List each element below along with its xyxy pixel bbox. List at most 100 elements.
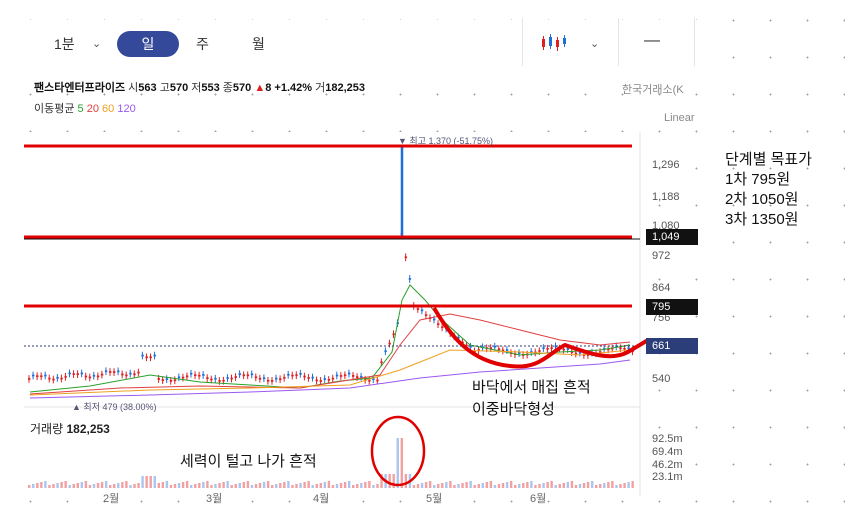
- ma-5: 5: [77, 103, 84, 115]
- candle-body: [408, 278, 412, 280]
- candlestick-icon[interactable]: [541, 33, 569, 53]
- volume-bar: [550, 481, 553, 488]
- candle-body: [574, 352, 578, 355]
- candle-body: [153, 354, 156, 357]
- toolbar-divider: [522, 18, 523, 66]
- volume-bar: [352, 485, 355, 488]
- volume-bar: [404, 474, 408, 488]
- volume-bar: [137, 483, 140, 488]
- candle-body: [497, 348, 501, 351]
- close-label: 종: [222, 82, 233, 94]
- volume-bar: [489, 481, 493, 488]
- candle-body: [222, 379, 225, 382]
- tab-day[interactable]: 일: [117, 31, 179, 57]
- volume-bar: [546, 482, 549, 488]
- double-bottom-curve: [432, 306, 650, 369]
- candle-body: [477, 349, 480, 352]
- volume-bar: [275, 484, 278, 488]
- ma-120-line: [29, 359, 631, 399]
- volume-bar: [161, 482, 165, 488]
- volume-bar: [319, 483, 322, 488]
- candle-body: [404, 256, 408, 259]
- volume-bar: [400, 438, 403, 488]
- candle-body: [489, 347, 493, 349]
- volume-bar: [595, 485, 598, 488]
- volume-bar: [242, 482, 246, 488]
- volume-bar: [327, 481, 331, 488]
- chart-area[interactable]: [24, 132, 640, 496]
- candle-body: [566, 348, 570, 350]
- volume-bar: [60, 482, 63, 488]
- volume-bar: [481, 483, 484, 488]
- volume-bar: [198, 483, 201, 488]
- candle-body: [64, 375, 67, 378]
- candle-body: [627, 347, 630, 350]
- x-tick: 5월: [426, 493, 443, 505]
- candle-body: [40, 375, 43, 378]
- ma-60-line: [29, 349, 631, 396]
- chevron-down-icon[interactable]: ⌄: [92, 38, 102, 50]
- ma-20: 20: [86, 103, 99, 115]
- candle-body: [226, 377, 229, 379]
- volume-value: 182,253: [325, 82, 365, 94]
- candle-body: [376, 379, 379, 382]
- interval-selector[interactable]: 1분: [54, 36, 75, 52]
- bottom-note-1: 바닥에서 매집 흔적: [472, 379, 591, 396]
- candle-body: [437, 323, 440, 326]
- volume-bar: [104, 481, 108, 488]
- moving-average-legend: 이동평균 5 20 60 120: [34, 100, 136, 116]
- volume-bar: [574, 485, 578, 488]
- volume-tick: 69.4m: [652, 446, 683, 458]
- volume-bar: [291, 485, 294, 488]
- close-value: 570: [232, 82, 252, 94]
- candle-body: [88, 376, 92, 379]
- ma-5-line: [29, 284, 631, 393]
- tab-week[interactable]: 주: [196, 36, 209, 52]
- open-value: 563: [138, 82, 157, 94]
- volume-bar: [129, 485, 132, 488]
- stock-name: 팬스타엔터프라이즈: [34, 82, 126, 94]
- candle-body: [461, 341, 464, 344]
- volume-note: 세력이 털고 나가 흔적: [180, 453, 317, 470]
- candle-body: [424, 314, 428, 316]
- volume-bar: [76, 483, 79, 488]
- line-tool-button[interactable]: —: [644, 32, 660, 49]
- candle-body: [291, 374, 294, 377]
- volume-bar: [501, 483, 505, 488]
- volume-bar: [566, 482, 570, 488]
- candle-body: [518, 352, 521, 354]
- candle-body: [546, 347, 549, 350]
- stock-info-row: 팬스타엔터프라이즈 시563 고570 저553 종570 ▲8 +1.42% …: [34, 79, 365, 95]
- candle-body: [32, 374, 35, 377]
- candle-body: [234, 376, 237, 378]
- candle-body: [360, 375, 363, 378]
- candle-body: [173, 379, 177, 382]
- volume-bar: [582, 483, 586, 488]
- volume-tick: 92.5m: [652, 433, 683, 445]
- volume-bar: [226, 481, 229, 488]
- volume-bar: [356, 484, 359, 488]
- tab-month[interactable]: 월: [252, 36, 265, 52]
- volume-bar: [485, 482, 489, 488]
- volume-bar: [214, 484, 217, 488]
- candle-body: [242, 374, 246, 377]
- volume-bar: [52, 484, 55, 488]
- candle-body: [283, 376, 286, 379]
- volume-bar: [449, 481, 452, 488]
- candle-body: [275, 377, 278, 380]
- volume-bar: [121, 482, 124, 488]
- ma-20-line: [29, 313, 631, 395]
- high-value: 570: [169, 82, 189, 94]
- price-tag-1049: 1,049: [646, 229, 698, 245]
- candle-body: [372, 378, 375, 381]
- ma-60: 60: [102, 103, 115, 115]
- candle-body: [550, 347, 553, 350]
- volume-bar: [84, 481, 88, 488]
- candle-body: [44, 374, 47, 377]
- x-tick: 4월: [313, 493, 330, 505]
- scale-toggle[interactable]: Linear: [664, 112, 695, 124]
- candle-body: [347, 372, 351, 375]
- candle-body: [287, 373, 290, 376]
- chevron-down-icon[interactable]: ⌄: [590, 38, 600, 50]
